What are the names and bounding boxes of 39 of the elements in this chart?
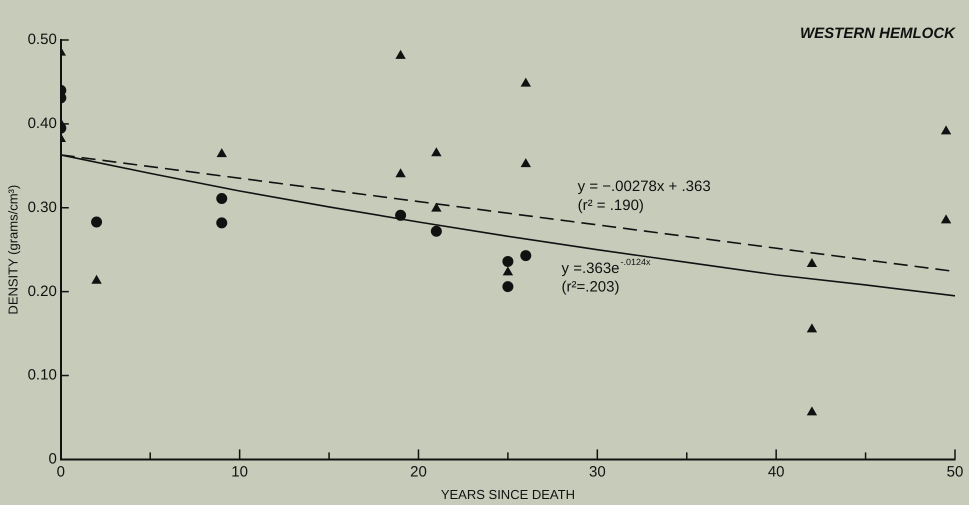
point — [807, 324, 817, 332]
point — [216, 148, 227, 158]
point — [941, 214, 951, 224]
x-tick-label: 40 — [768, 464, 785, 481]
y-tick-label: 0.20 — [28, 282, 57, 300]
point — [502, 256, 514, 267]
annotation: y = −.00278x + .363 — [578, 178, 711, 195]
chart-title: WESTERN HEMLOCK — [800, 25, 956, 42]
point — [92, 275, 102, 284]
point — [520, 78, 531, 87]
y-tick-label: 0.10 — [28, 366, 57, 384]
point — [520, 158, 531, 168]
point — [396, 168, 406, 178]
point — [430, 226, 442, 237]
point — [502, 281, 514, 292]
point — [216, 217, 228, 228]
annotation: (r² = .190) — [578, 196, 644, 214]
point — [807, 258, 817, 267]
x-tick-label: 30 — [588, 464, 606, 481]
point — [941, 126, 951, 134]
x-axis-title: YEARS SINCE DEATH — [440, 486, 575, 502]
annotation: (r²=.203) — [562, 278, 620, 296]
point — [807, 406, 817, 416]
y-tick-label: 0 — [48, 450, 57, 468]
y-tick-label: 0.30 — [28, 198, 57, 216]
x-tick-label: 50 — [946, 464, 964, 481]
point — [395, 210, 406, 221]
point — [396, 50, 406, 59]
point — [91, 216, 102, 228]
point — [503, 266, 513, 276]
point — [520, 250, 532, 262]
point — [216, 193, 228, 204]
x-tick-label: 10 — [231, 464, 248, 481]
x-tick-label: 20 — [410, 464, 427, 481]
y-tick-label: 0.50 — [28, 31, 57, 48]
point — [432, 148, 442, 156]
y-tick-label: 0.40 — [28, 115, 57, 132]
y-axis-title: DENSITY (grams/cm³) — [5, 184, 20, 315]
point — [432, 203, 442, 212]
